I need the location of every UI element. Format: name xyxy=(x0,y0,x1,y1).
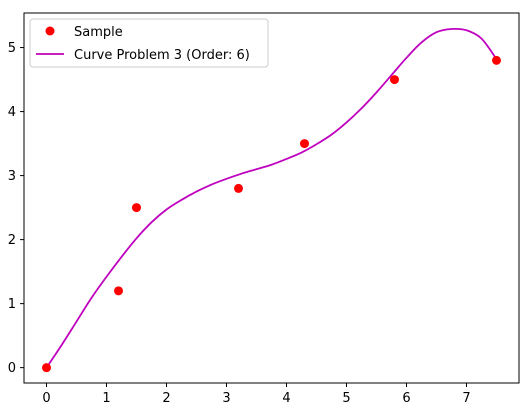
x-tick-label: 6 xyxy=(402,391,410,406)
y-tick-label: 4 xyxy=(8,105,16,120)
y-tick-label: 5 xyxy=(8,41,16,56)
curve-line xyxy=(45,27,498,369)
y-tick-label: 1 xyxy=(8,297,16,312)
x-tick-label: 4 xyxy=(282,391,290,406)
x-axis: 0 1 2 3 4 5 6 7 xyxy=(42,383,471,406)
sample-point xyxy=(390,75,399,85)
x-tick-label: 2 xyxy=(162,391,170,406)
y-axis: 0 1 2 3 4 5 xyxy=(8,41,24,376)
x-tick-label: 5 xyxy=(342,391,350,406)
x-tick-label: 0 xyxy=(42,391,50,406)
legend: Sample Curve Problem 3 (Order: 6) xyxy=(29,18,269,68)
x-tick-label: 3 xyxy=(222,391,230,406)
sample-point xyxy=(300,139,309,149)
sample-point xyxy=(492,55,501,65)
y-tick-label: 0 xyxy=(8,361,16,376)
x-tick-label: 7 xyxy=(462,391,470,406)
legend-marker-sample xyxy=(45,26,55,36)
plot-area xyxy=(23,12,520,384)
x-tick-label: 1 xyxy=(102,391,110,406)
sample-point xyxy=(42,363,51,373)
legend-frame xyxy=(29,18,269,68)
legend-label-curve: Curve Problem 3 (Order: 6) xyxy=(74,48,250,63)
sample-point xyxy=(114,286,123,296)
y-tick-label: 2 xyxy=(8,233,16,248)
y-tick-label: 3 xyxy=(8,169,16,184)
legend-label-sample: Sample xyxy=(74,25,123,40)
sample-point xyxy=(234,183,243,193)
sample-point xyxy=(132,203,141,213)
plot-series xyxy=(42,27,501,373)
